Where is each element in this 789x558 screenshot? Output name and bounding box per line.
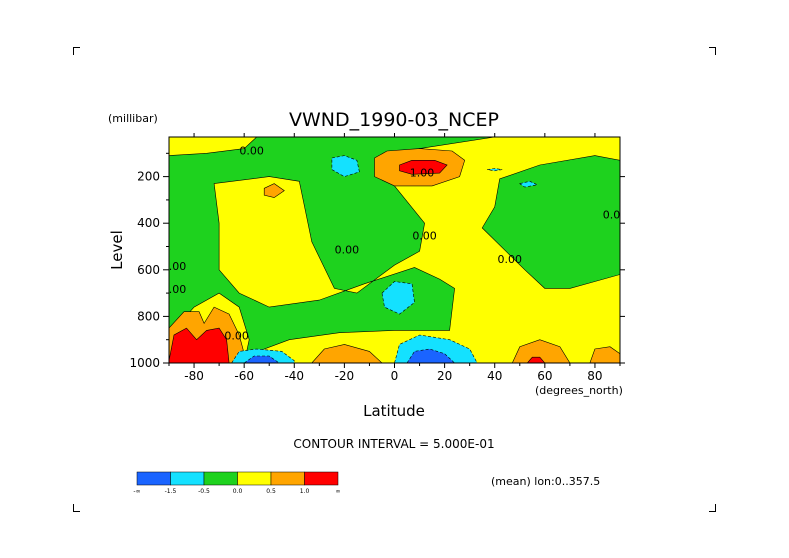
x-tick-label: -40	[284, 369, 304, 383]
crop-mark-top-right	[709, 47, 716, 55]
y-axis-title: Level	[108, 230, 126, 270]
contour-label: 1.00	[410, 167, 435, 180]
contour-region-15	[519, 180, 539, 188]
y-tick-label: 400	[137, 216, 160, 230]
contour-label: 0.00	[239, 144, 264, 157]
contour-region-3	[169, 137, 258, 156]
crop-marks	[73, 47, 716, 512]
contour-interval-text: CONTOUR INTERVAL = 5.000E-01	[293, 437, 494, 451]
crop-mark-bottom-right	[709, 504, 716, 512]
y-tick-label: 600	[137, 263, 160, 277]
crop-mark-top-left	[73, 47, 80, 55]
contour-region-14	[487, 168, 503, 172]
x-tick-label: 80	[587, 369, 602, 383]
chart-title: VWND_1990-03_NCEP	[289, 109, 499, 131]
contour-label: 0.00	[412, 230, 437, 243]
contour-labels: 0.000.001.000.000.000.000.000.000.000.00	[162, 144, 628, 343]
colorbar-label: -0.5	[198, 488, 210, 495]
colorbar-label: -1.5	[165, 488, 177, 495]
colorbar: -∞ -1.5 -0.5 0.0 0.5 1.0 ∞	[133, 471, 341, 495]
crop-mark-bottom-left	[73, 504, 80, 512]
x-tick-label: 0	[391, 369, 399, 383]
colorbar-swatch	[237, 471, 272, 486]
x-tick-label: 20	[437, 369, 452, 383]
contour-region-11	[589, 346, 620, 363]
x-tick-label: -60	[234, 369, 254, 383]
y-tick-label: 800	[137, 309, 160, 323]
colorbar-label: -∞	[133, 488, 140, 495]
contour-label: 0.00	[335, 243, 360, 256]
contour-region-19	[406, 348, 456, 363]
contour-label: 0.00	[162, 283, 187, 296]
contour-region-5	[169, 327, 230, 363]
contour-region-7	[399, 160, 448, 175]
x-tick-label: 60	[537, 369, 552, 383]
colorbar-label: ∞	[336, 488, 341, 495]
x-axis: -80 -60 -40 -20 0 20 40 60 80	[168, 133, 621, 383]
contour-region-12	[526, 356, 546, 363]
colorbar-swatch	[170, 471, 205, 486]
contour-region-20	[243, 355, 280, 363]
y-tick-label: 200	[137, 170, 160, 184]
x-units-label: (degrees_north)	[535, 384, 623, 397]
contour-field	[169, 137, 620, 363]
y-tick-label: 1000	[129, 356, 160, 370]
y-axis: 200 400 600 800 1000	[129, 152, 625, 370]
contour-region-16	[381, 281, 415, 315]
x-tick-label: -20	[335, 369, 355, 383]
colorbar-swatch	[136, 471, 171, 486]
subset-text: (mean) lon:0..357.5	[491, 475, 600, 488]
colorbar-label: 1.0	[300, 488, 310, 495]
colorbar-label: 0.5	[266, 488, 276, 495]
contour-label: 0.00	[603, 209, 628, 222]
contour-label: 0.00	[498, 253, 523, 266]
contour-region-1	[213, 137, 620, 363]
colorbar-label: 0.0	[233, 488, 243, 495]
x-tick-label: 40	[487, 369, 502, 383]
x-axis-title: Latitude	[363, 402, 425, 420]
y-units-label: (millibar)	[108, 112, 158, 125]
colorbar-swatch	[270, 471, 305, 486]
contour-label: 0.00	[162, 260, 187, 273]
contour-region-9	[311, 344, 383, 363]
contour-region-13	[331, 155, 360, 177]
contour-label: 0.00	[224, 330, 249, 343]
colorbar-swatch	[304, 471, 339, 486]
contour-region-10	[511, 339, 571, 363]
colorbar-swatch	[203, 471, 238, 486]
contour-region-8	[263, 183, 285, 198]
x-tick-label: -80	[184, 369, 204, 383]
